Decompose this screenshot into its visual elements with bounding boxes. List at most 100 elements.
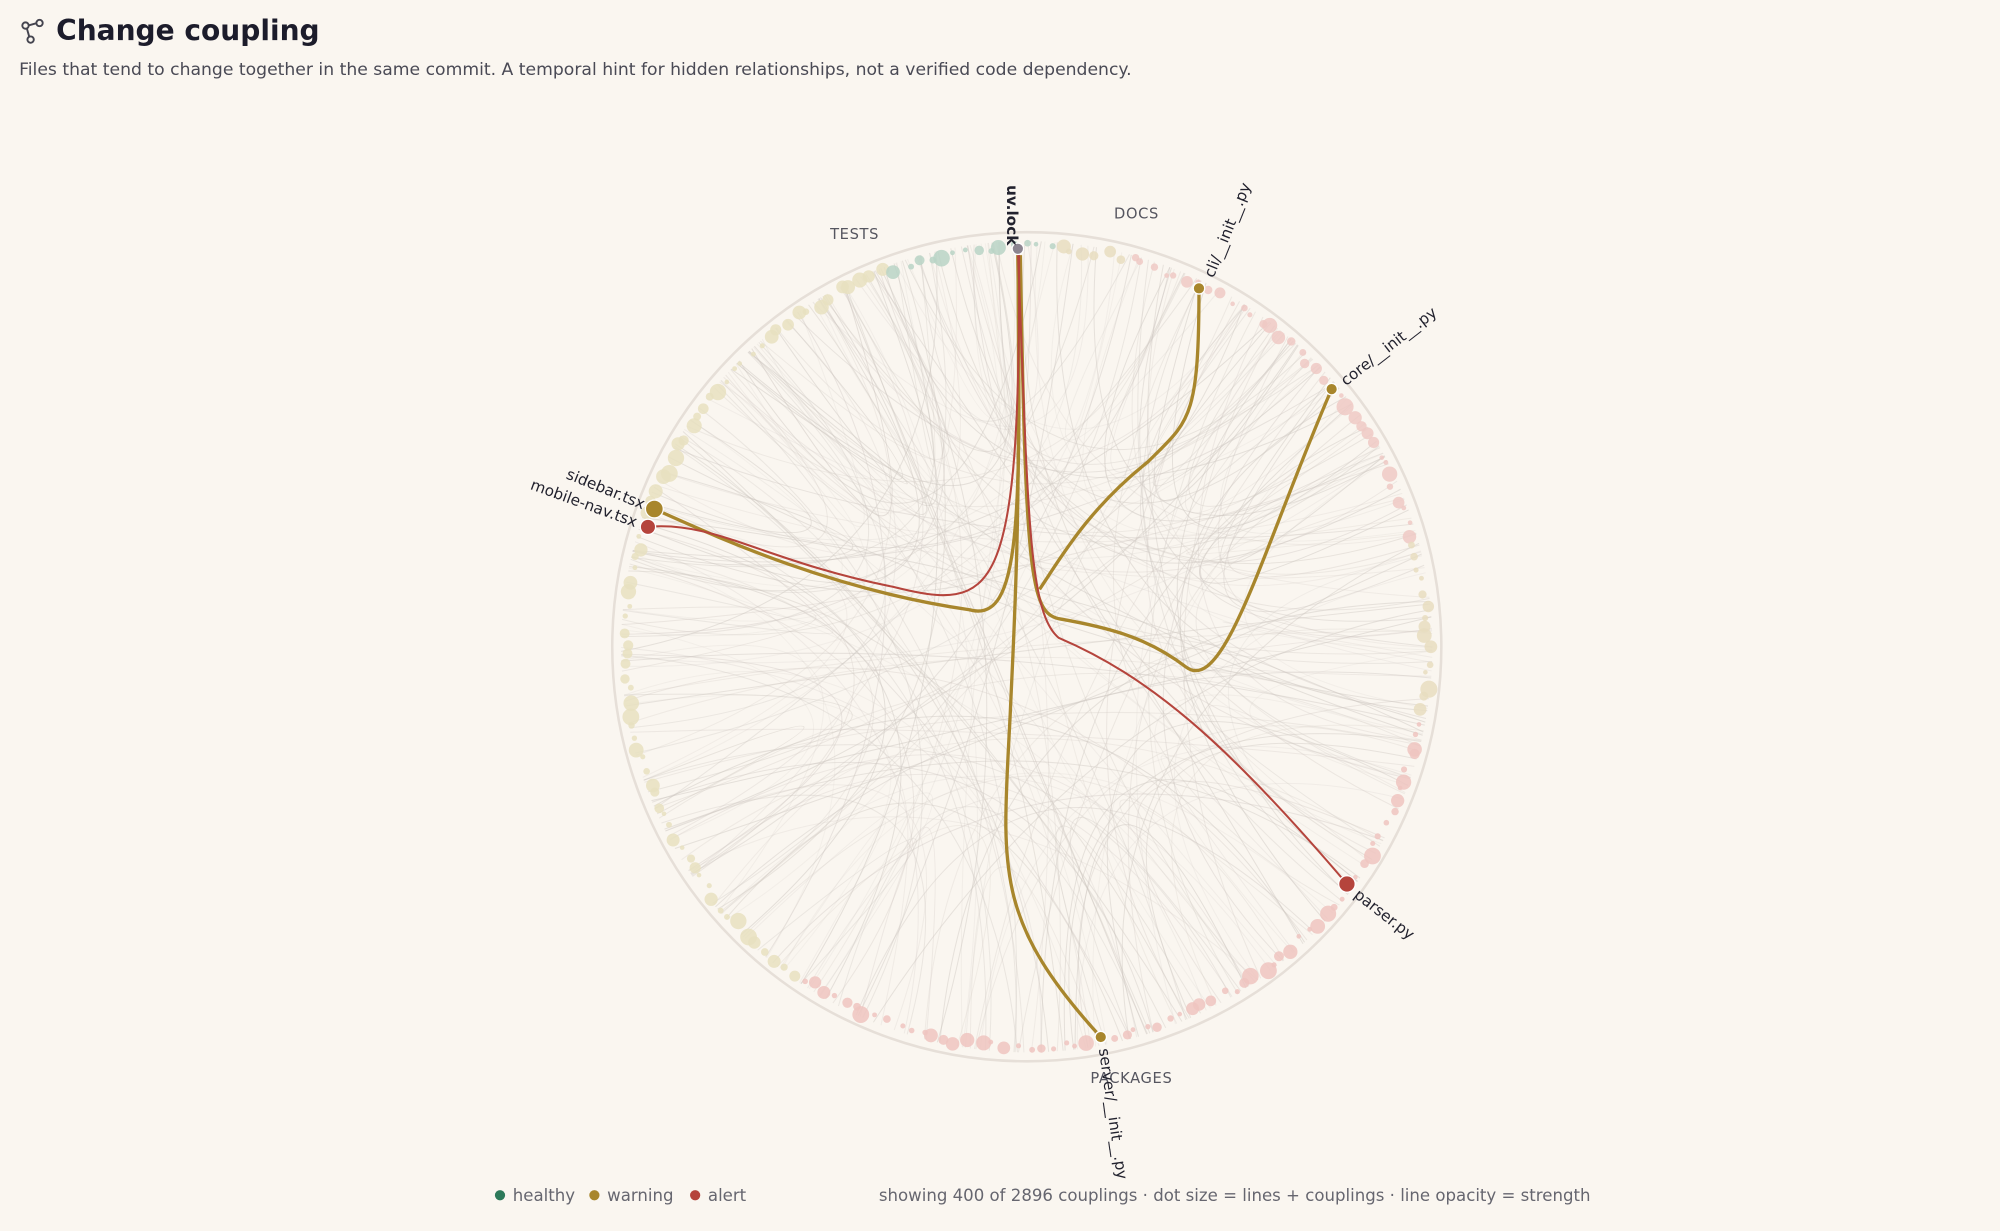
coupling-line (1154, 694, 1422, 953)
coupling-line (690, 773, 1233, 997)
edge (1016, 248, 1348, 885)
node (1338, 875, 1356, 893)
coupling-line (621, 644, 824, 912)
coupling-line (808, 245, 1002, 990)
group-label: PACKAGES (1090, 1070, 1172, 1087)
coupling-line (960, 241, 1056, 1048)
node-label: uv.lock (1003, 185, 1021, 246)
file-dot (1401, 505, 1407, 511)
file-dot (627, 603, 633, 609)
file-dot (1426, 661, 1434, 669)
coupling-line (630, 246, 1095, 591)
coupling-line (1119, 799, 1313, 983)
file-dot (1383, 819, 1390, 826)
file-dot (1116, 255, 1126, 265)
file-dot (1409, 748, 1420, 760)
coupling-line (1184, 327, 1354, 514)
coupling-line (1188, 452, 1433, 651)
file-dot (908, 1027, 915, 1034)
coupling-line (625, 694, 892, 972)
coupling-line (1106, 301, 1240, 1019)
file-dot (780, 963, 788, 971)
coupling-line (621, 606, 817, 672)
coupling-line (808, 304, 1064, 1051)
coupling-line (706, 397, 1432, 672)
coupling-line (631, 252, 947, 593)
file-dot (1424, 640, 1438, 654)
node (639, 518, 657, 536)
coupling-line (1034, 241, 1409, 786)
coupling-line (713, 763, 909, 1026)
coupling-line (668, 456, 1429, 707)
file-dot (1367, 436, 1380, 449)
coupling-line (1217, 336, 1433, 638)
coupling-line (654, 278, 1198, 810)
file-dot (1037, 1044, 1046, 1053)
file-dot (620, 658, 631, 669)
coupling-line (800, 263, 939, 985)
coupling-line (1106, 721, 1409, 1037)
coupling-line (726, 252, 1123, 920)
coupling-line (640, 522, 886, 936)
file-dot (648, 484, 663, 499)
file-dot (1136, 258, 1144, 266)
file-dot (1319, 375, 1329, 385)
coupling-line (1092, 397, 1348, 1047)
coupling-line (1148, 311, 1256, 994)
coupling-line (681, 737, 1384, 861)
file-dot (831, 992, 838, 999)
file-dot (1416, 628, 1432, 643)
coupling-line (621, 647, 1042, 1053)
coupling-line (979, 745, 1412, 1050)
file-dot (1391, 794, 1405, 808)
coupling-line (717, 260, 946, 910)
legend-label: healthy (513, 1186, 575, 1205)
alert-edges (647, 248, 1348, 885)
file-dot (1029, 1046, 1036, 1053)
legend-label: alert (708, 1186, 747, 1205)
file-dot (883, 1015, 891, 1023)
coupling-line (631, 553, 836, 959)
coupling-line (1147, 268, 1433, 648)
coupling-line (654, 427, 1369, 809)
coupling-line (632, 382, 1335, 563)
file-dot (1410, 552, 1418, 561)
coupling-line (756, 343, 1368, 868)
coupling-line (916, 256, 1430, 611)
file-dot (632, 565, 638, 571)
coupling-line (632, 549, 874, 914)
coupling-line (653, 715, 1306, 943)
legend-swatch (690, 1190, 701, 1201)
coupling-line (622, 581, 834, 635)
coupling-line (1136, 780, 1385, 1004)
file-dot (1065, 248, 1072, 255)
file-dot (997, 1041, 1011, 1055)
file-dot (1241, 304, 1248, 312)
coupling-line (1082, 256, 1319, 508)
coupling-line (1179, 396, 1347, 922)
coupling-line (1142, 279, 1411, 779)
file-dot (1230, 301, 1235, 307)
node (1325, 382, 1339, 396)
coupling-line (1131, 261, 1422, 575)
coupling-line (719, 381, 1092, 1048)
coupling-line (878, 268, 1411, 780)
coupling-line (730, 351, 908, 485)
coupling-line (998, 242, 1250, 987)
coupling-line (621, 654, 1018, 1053)
coupling-line (855, 241, 1039, 430)
file-dot (634, 543, 648, 557)
file-dot (817, 985, 831, 999)
coupling-line (621, 241, 1046, 637)
coupling-line (974, 244, 1339, 492)
coupling-line (822, 242, 1015, 452)
edge (647, 255, 1021, 597)
coupling-line (1093, 247, 1388, 517)
file-dot (789, 970, 801, 982)
legend-swatch (494, 1190, 506, 1201)
file-dot (1064, 1040, 1070, 1046)
coupling-line (1074, 824, 1247, 1050)
edge (653, 248, 1021, 613)
coupling-line (923, 628, 1433, 1040)
coupling-line (736, 362, 1018, 1053)
